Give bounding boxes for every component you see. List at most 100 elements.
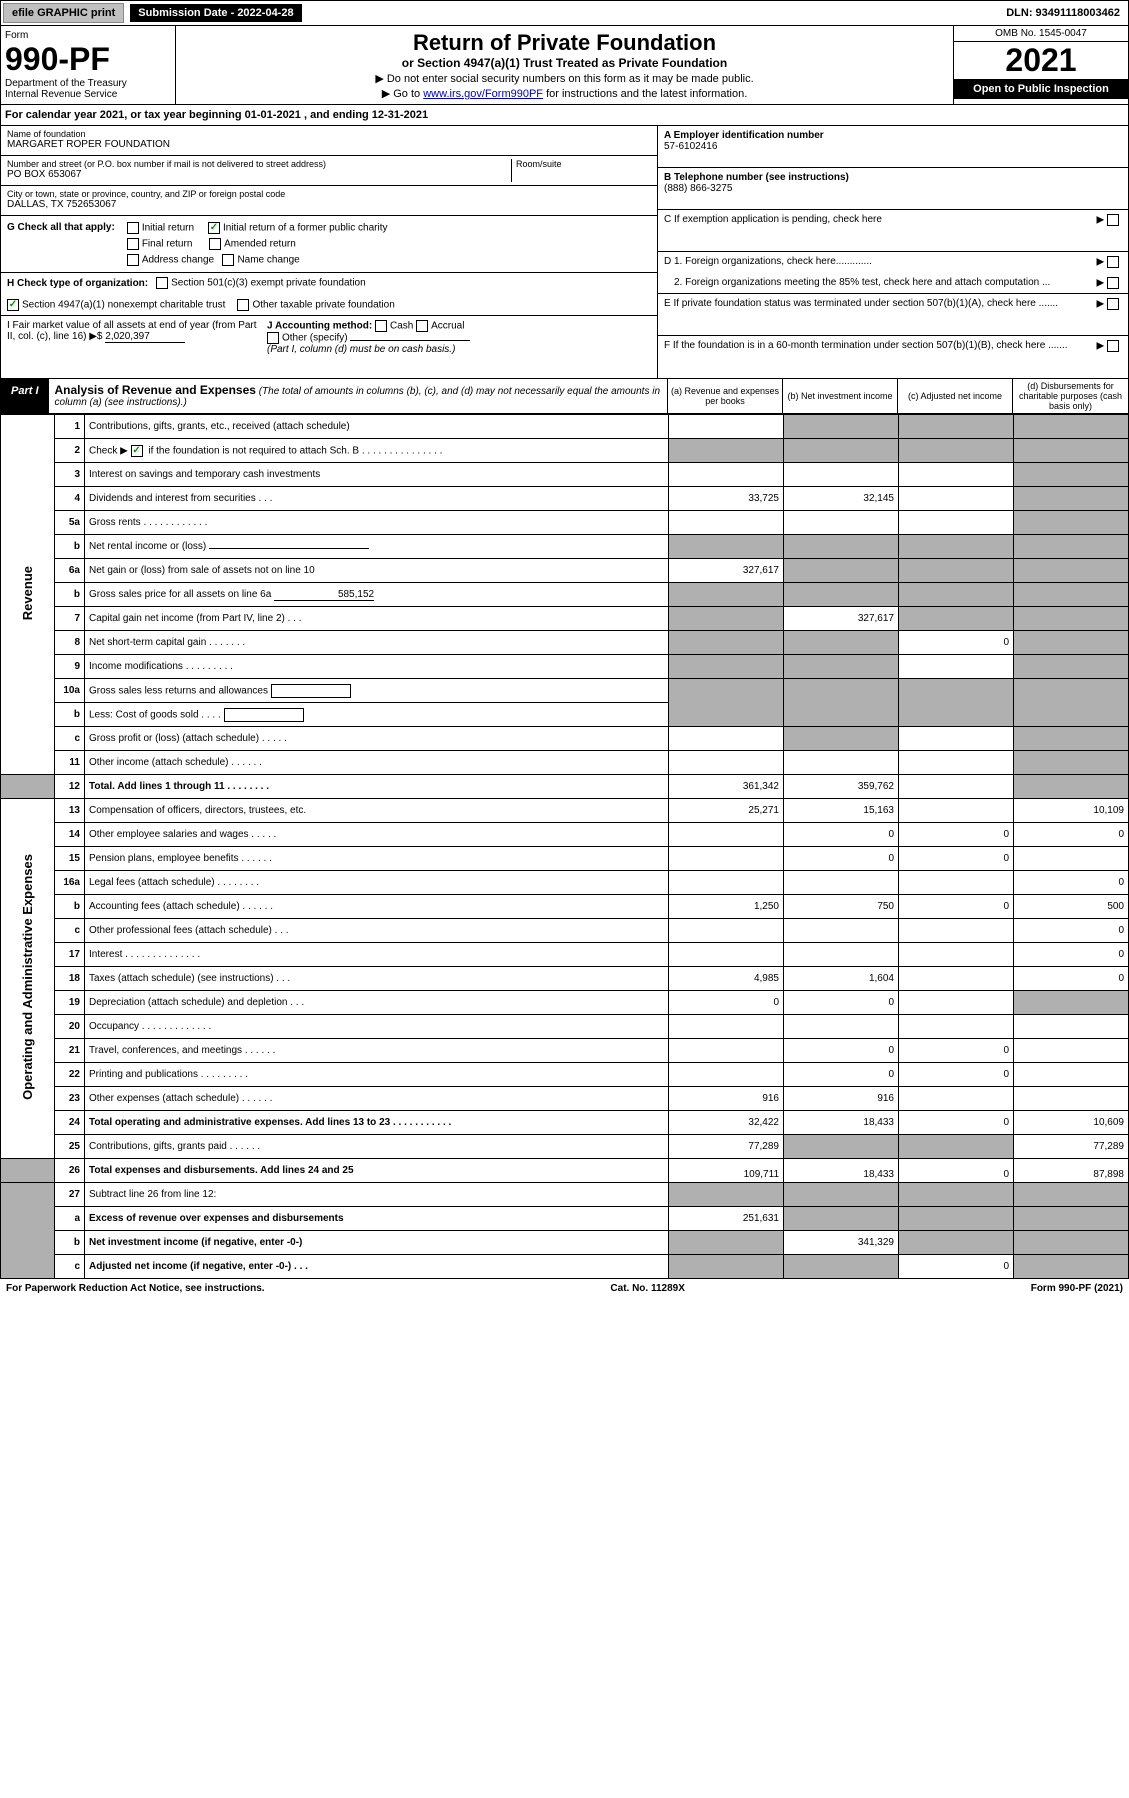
table-row: 11Other income (attach schedule) . . . .… <box>1 751 1129 775</box>
col-d-header: (d) Disbursements for charitable purpose… <box>1013 379 1128 413</box>
note-url: ▶ Go to www.irs.gov/Form990PF for instru… <box>180 87 949 100</box>
revenue-sidebar: Revenue <box>20 566 35 620</box>
table-row: 2Check ▶ if the foundation is not requir… <box>1 439 1129 463</box>
checkbox-d2[interactable] <box>1107 277 1119 289</box>
f-label: F If the foundation is in a 60-month ter… <box>664 340 1068 351</box>
table-row: 5aGross rents . . . . . . . . . . . . <box>1 511 1129 535</box>
checkbox-other-taxable[interactable] <box>237 299 249 311</box>
col-c-header: (c) Adjusted net income <box>898 379 1013 413</box>
efile-print-button[interactable]: efile GRAPHIC print <box>3 3 124 23</box>
checkbox-f[interactable] <box>1107 340 1119 352</box>
checkbox-initial-former[interactable] <box>208 222 220 234</box>
table-row: 27Subtract line 26 from line 12: <box>1 1183 1129 1207</box>
col-b-header: (b) Net investment income <box>783 379 898 413</box>
checkbox-c[interactable] <box>1107 214 1119 226</box>
dept-treasury: Department of the Treasury Internal Reve… <box>5 78 171 100</box>
table-row: 18Taxes (attach schedule) (see instructi… <box>1 967 1129 991</box>
phone-label: B Telephone number (see instructions) <box>664 172 849 183</box>
table-row: cOther professional fees (attach schedul… <box>1 919 1129 943</box>
table-row: 12Total. Add lines 1 through 11 . . . . … <box>1 775 1129 799</box>
table-row: 25Contributions, gifts, grants paid . . … <box>1 1135 1129 1159</box>
table-row: 20Occupancy . . . . . . . . . . . . . <box>1 1015 1129 1039</box>
table-row: 23Other expenses (attach schedule) . . .… <box>1 1087 1129 1111</box>
checkbox-accrual[interactable] <box>416 320 428 332</box>
foundation-addr: PO BOX 653067 <box>7 169 511 180</box>
table-row: 16aLegal fees (attach schedule) . . . . … <box>1 871 1129 895</box>
table-row: aExcess of revenue over expenses and dis… <box>1 1207 1129 1231</box>
d1-label: D 1. Foreign organizations, check here..… <box>664 256 872 268</box>
checkbox-initial-return[interactable] <box>127 222 139 234</box>
table-row: 10aGross sales less returns and allowanc… <box>1 679 1129 703</box>
footer-left: For Paperwork Reduction Act Notice, see … <box>6 1283 265 1294</box>
section-g: G Check all that apply: Initial return I… <box>1 216 657 273</box>
form-subtitle: or Section 4947(a)(1) Trust Treated as P… <box>180 56 949 70</box>
page-footer: For Paperwork Reduction Act Notice, see … <box>0 1279 1129 1298</box>
foundation-city: DALLAS, TX 752653067 <box>7 199 651 210</box>
table-row: Operating and Administrative Expenses 13… <box>1 799 1129 823</box>
checkbox-addr-change[interactable] <box>127 254 139 266</box>
d2-label: 2. Foreign organizations meeting the 85%… <box>664 277 1050 289</box>
table-row: 22Printing and publications . . . . . . … <box>1 1063 1129 1087</box>
table-row: 6aNet gain or (loss) from sale of assets… <box>1 559 1129 583</box>
ein: 57-6102416 <box>664 141 717 152</box>
note-ssn: ▶ Do not enter social security numbers o… <box>180 72 949 85</box>
table-row: 26Total expenses and disbursements. Add … <box>1 1159 1129 1183</box>
room-label: Room/suite <box>516 159 651 169</box>
submission-date: Submission Date - 2022-04-28 <box>130 4 301 22</box>
entity-info: Name of foundation MARGARET ROPER FOUNDA… <box>0 126 1129 379</box>
phone: (888) 866-3275 <box>664 183 732 194</box>
table-row: Revenue 1Contributions, gifts, grants, e… <box>1 415 1129 439</box>
table-row: 4Dividends and interest from securities … <box>1 487 1129 511</box>
omb-number: OMB No. 1545-0047 <box>954 26 1128 42</box>
table-row: bNet investment income (if negative, ent… <box>1 1231 1129 1255</box>
table-row: 24Total operating and administrative exp… <box>1 1111 1129 1135</box>
footer-cat: Cat. No. 11289X <box>610 1283 684 1294</box>
section-i-j: I Fair market value of all assets at end… <box>1 316 657 359</box>
top-bar: efile GRAPHIC print Submission Date - 20… <box>0 0 1129 26</box>
table-row: 3Interest on savings and temporary cash … <box>1 463 1129 487</box>
checkbox-cash[interactable] <box>375 320 387 332</box>
table-row: 19Depreciation (attach schedule) and dep… <box>1 991 1129 1015</box>
table-row: 14Other employee salaries and wages . . … <box>1 823 1129 847</box>
table-row: 15Pension plans, employee benefits . . .… <box>1 847 1129 871</box>
checkbox-other-method[interactable] <box>267 332 279 344</box>
open-to-public: Open to Public Inspection <box>954 79 1128 99</box>
part1-header: Part I Analysis of Revenue and Expenses … <box>0 379 1129 414</box>
table-row: bGross sales price for all assets on lin… <box>1 583 1129 607</box>
checkbox-final-return[interactable] <box>127 238 139 250</box>
name-label: Name of foundation <box>7 129 651 139</box>
table-row: 7Capital gain net income (from Part IV, … <box>1 607 1129 631</box>
table-row: bAccounting fees (attach schedule) . . .… <box>1 895 1129 919</box>
addr-label: Number and street (or P.O. box number if… <box>7 159 511 169</box>
table-row: 8Net short-term capital gain . . . . . .… <box>1 631 1129 655</box>
j-note: (Part I, column (d) must be on cash basi… <box>267 344 455 355</box>
table-row: 9Income modifications . . . . . . . . . <box>1 655 1129 679</box>
table-row: cAdjusted net income (if negative, enter… <box>1 1255 1129 1279</box>
dln: DLN: 93491118003462 <box>1006 7 1126 19</box>
checkbox-e[interactable] <box>1107 298 1119 310</box>
table-row: 21Travel, conferences, and meetings . . … <box>1 1039 1129 1063</box>
checkbox-schb[interactable] <box>131 445 143 457</box>
table-row: cGross profit or (loss) (attach schedule… <box>1 727 1129 751</box>
form-number: 990-PF <box>5 41 171 78</box>
part1-label: Part I <box>1 379 49 413</box>
foundation-name: MARGARET ROPER FOUNDATION <box>7 139 651 150</box>
form-header: Form 990-PF Department of the Treasury I… <box>0 26 1129 105</box>
checkbox-501c3[interactable] <box>156 277 168 289</box>
part1-table: Revenue 1Contributions, gifts, grants, e… <box>0 414 1129 1279</box>
city-label: City or town, state or province, country… <box>7 189 651 199</box>
table-row: 17Interest . . . . . . . . . . . . . .0 <box>1 943 1129 967</box>
col-a-header: (a) Revenue and expenses per books <box>668 379 783 413</box>
checkbox-amended[interactable] <box>209 238 221 250</box>
footer-form: Form 990-PF (2021) <box>1031 1283 1123 1294</box>
opex-sidebar: Operating and Administrative Expenses <box>20 854 35 1100</box>
ein-label: A Employer identification number <box>664 130 824 141</box>
calendar-year: For calendar year 2021, or tax year begi… <box>0 105 1129 126</box>
checkbox-d1[interactable] <box>1107 256 1119 268</box>
table-row: bNet rental income or (loss) <box>1 535 1129 559</box>
irs-link[interactable]: www.irs.gov/Form990PF <box>423 88 543 100</box>
e-label: E If private foundation status was termi… <box>664 298 1058 309</box>
checkbox-name-change[interactable] <box>222 254 234 266</box>
part1-title: Analysis of Revenue and Expenses <box>55 383 256 397</box>
checkbox-4947a1[interactable] <box>7 299 19 311</box>
